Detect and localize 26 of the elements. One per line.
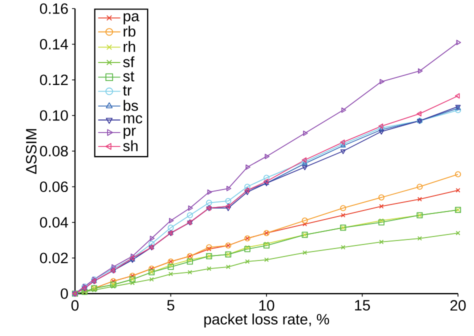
y-axis-title: ΔSSIM: [26, 129, 37, 174]
legend-label: tr: [122, 86, 132, 96]
x-tick-label: 5: [167, 300, 174, 311]
legend-label: sh: [123, 140, 138, 152]
y-tick-label: 0.08: [40, 146, 68, 157]
y-tick-label: 0.16: [40, 4, 68, 14]
x-axis-title: packet loss rate, %: [204, 314, 330, 328]
y-tick-label: 0.10: [40, 110, 68, 121]
legend-label: pr: [124, 128, 136, 140]
x-tick-label: 0: [71, 300, 79, 311]
x-tick-label: 15: [355, 300, 370, 311]
legend-label: bs: [124, 100, 138, 112]
legend-label: mc: [124, 115, 142, 124]
y-tick-label: 0.12: [40, 74, 68, 86]
x-tick-label: 20: [450, 300, 466, 311]
y-tick-label: 0: [60, 288, 68, 300]
legend-label: pa: [124, 13, 140, 25]
x-tick-label: 10: [259, 300, 274, 311]
legend-label: rb: [124, 26, 136, 37]
y-tick-label: 0.04: [40, 217, 68, 228]
legend-label: st: [123, 72, 134, 82]
y-tick-label: 0.06: [40, 182, 68, 192]
y-tick-label: 0.14: [40, 39, 68, 50]
y-tick-label: 0.02: [40, 252, 68, 264]
legend-label: sf: [123, 56, 134, 68]
legend-label: rh: [124, 41, 136, 52]
